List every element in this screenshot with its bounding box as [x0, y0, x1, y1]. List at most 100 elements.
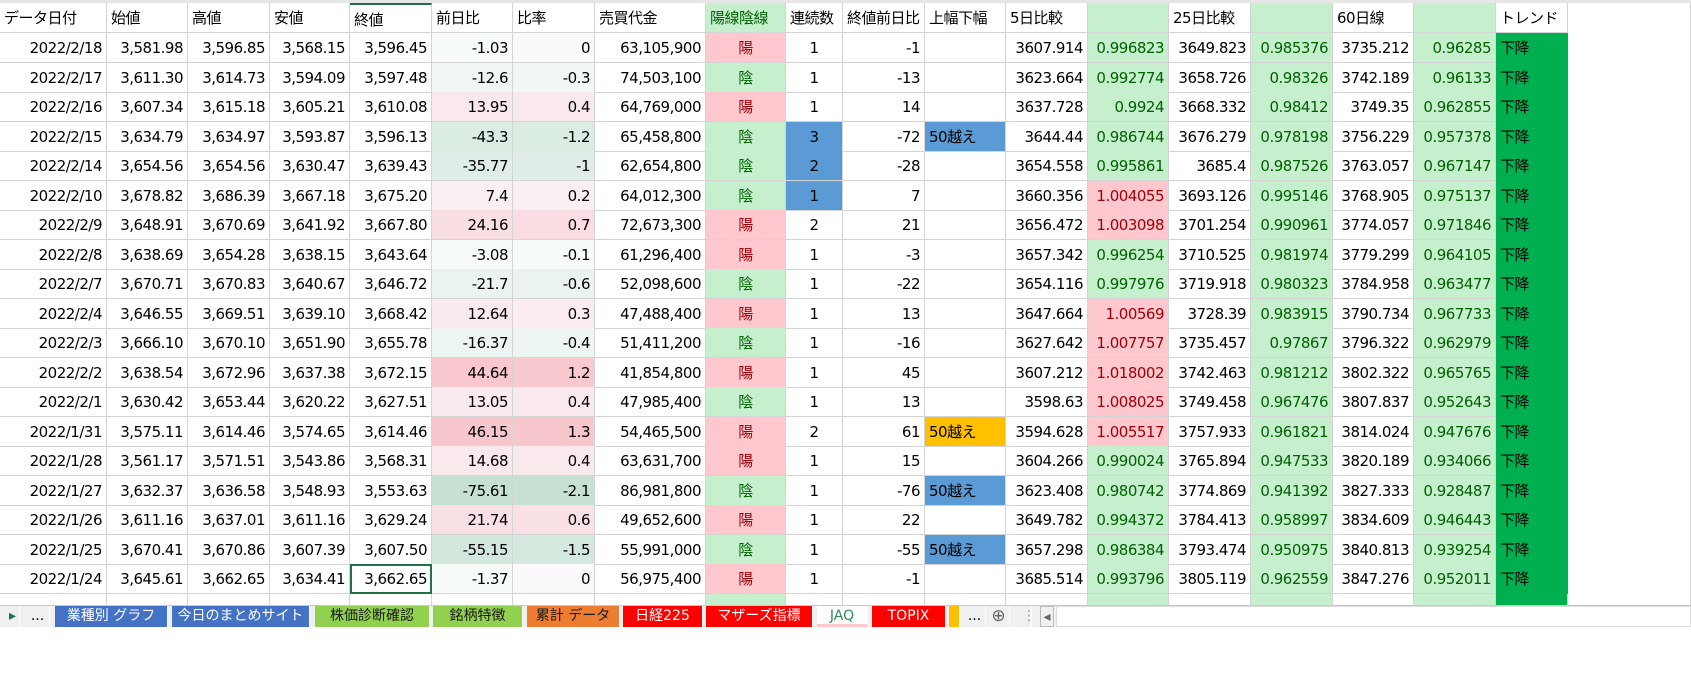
cell-close-change[interactable]: 21 [843, 210, 925, 240]
cell-ma25-ratio[interactable]: 0.983915 [1251, 298, 1333, 329]
sheet-tab[interactable]: TOPIX [872, 606, 946, 627]
cell-date[interactable]: 2022/2/17 [0, 62, 107, 93]
cell-trend[interactable]: 下降 [1496, 62, 1568, 93]
cell-ma5-ratio[interactable]: 0.997976 [1088, 269, 1169, 299]
cell-range[interactable] [925, 298, 1006, 329]
cell-turnover[interactable]: 72,673,300 [595, 210, 706, 240]
cell-open[interactable]: 3,645.61 [107, 564, 188, 594]
cell-close[interactable]: 3,675.20 [350, 180, 432, 211]
cell-turnover[interactable]: 65,458,800 [595, 121, 706, 152]
cell-ratio[interactable]: 0.3 [513, 298, 595, 329]
cell-ma5[interactable]: 3656.472 [1006, 210, 1088, 240]
cell-turnover[interactable]: 86,981,800 [595, 475, 706, 506]
cell-ma25-ratio[interactable]: 0.990961 [1251, 210, 1333, 240]
cell-ma5-ratio[interactable]: 0.992774 [1088, 62, 1169, 93]
cell-turnover[interactable]: 62,654,800 [595, 151, 706, 181]
cell-ma5[interactable]: 3627.642 [1006, 328, 1088, 358]
cell-streak[interactable]: 1 [786, 475, 843, 506]
cell-open[interactable]: 3,648.91 [107, 210, 188, 240]
sheet-tab[interactable]: 銘柄特徴 [433, 606, 523, 627]
cell-ma60[interactable]: 3774.057 [1333, 210, 1414, 240]
cell-ma25-ratio[interactable]: 0.980323 [1251, 269, 1333, 299]
cell-date[interactable]: 2022/2/10 [0, 180, 107, 211]
cell-open[interactable]: 3,575.11 [107, 416, 188, 447]
cell-close-change[interactable]: -13 [843, 62, 925, 93]
cell-date[interactable]: 2022/2/8 [0, 239, 107, 270]
cell-ma60-ratio[interactable]: 0.965765 [1414, 357, 1496, 388]
cell-ma5-ratio[interactable]: 1.00569 [1088, 298, 1169, 329]
cell-ma60-ratio[interactable]: 0.975137 [1414, 180, 1496, 211]
cell-ma5[interactable]: 3647.664 [1006, 298, 1088, 329]
cell-ma25[interactable]: 3685.4 [1169, 151, 1251, 181]
cell-candle[interactable]: 陰 [706, 387, 786, 417]
cell-range[interactable] [925, 446, 1006, 476]
cell-candle[interactable]: 陽 [706, 33, 786, 63]
sheet-tab[interactable]: 株価診断確認 [315, 606, 430, 627]
cell-change[interactable]: 13.95 [432, 92, 513, 122]
cell-low[interactable] [270, 593, 350, 606]
cell-ma5-ratio[interactable]: 0.980742 [1088, 475, 1169, 506]
cell-ma25[interactable]: 3793.474 [1169, 534, 1251, 565]
cell-open[interactable]: 3,634.79 [107, 121, 188, 152]
cell-streak[interactable]: 1 [786, 298, 843, 329]
cell-high[interactable]: 3,571.51 [188, 446, 270, 476]
cell-streak[interactable]: 1 [786, 564, 843, 594]
cell-streak[interactable]: 2 [786, 416, 843, 447]
cell-ma25[interactable]: 3784.413 [1169, 505, 1251, 535]
cell-range[interactable]: 50越え [925, 475, 1006, 506]
cell-range[interactable] [925, 387, 1006, 417]
cell-trend[interactable]: 下降 [1496, 180, 1568, 211]
cell-ma60-ratio[interactable] [1414, 593, 1496, 606]
cell-open[interactable]: 3,670.41 [107, 534, 188, 565]
cell-ma60-ratio[interactable]: 0.957378 [1414, 121, 1496, 152]
column-header-change[interactable]: 前日比 [432, 3, 513, 33]
cell-high[interactable]: 3,670.83 [188, 269, 270, 299]
cell-date[interactable]: 2022/1/26 [0, 505, 107, 535]
column-header-high[interactable]: 高値 [188, 3, 270, 33]
cell-high[interactable]: 3,686.39 [188, 180, 270, 211]
cell-ma5[interactable]: 3604.266 [1006, 446, 1088, 476]
cell-open[interactable]: 3,670.71 [107, 269, 188, 299]
sheet-tab[interactable]: 業種別 グラフ [55, 606, 168, 627]
cell-candle[interactable]: 陽 [706, 505, 786, 535]
cell-turnover[interactable]: 52,098,600 [595, 269, 706, 299]
add-sheet-button[interactable]: ⊕ [988, 606, 1010, 627]
cell-range[interactable] [925, 505, 1006, 535]
cell-close[interactable]: 3,568.31 [350, 446, 432, 476]
cell-candle[interactable]: 陰 [706, 534, 786, 565]
cell-range[interactable] [925, 92, 1006, 122]
cell-change[interactable]: -16.37 [432, 328, 513, 358]
cell-low[interactable]: 3,611.16 [270, 505, 350, 535]
cell-streak[interactable]: 1 [786, 239, 843, 270]
cell-change[interactable]: 13.05 [432, 387, 513, 417]
cell-turnover[interactable]: 54,465,500 [595, 416, 706, 447]
cell-ma60[interactable]: 3827.333 [1333, 475, 1414, 506]
column-header-streak[interactable]: 連続数 [786, 3, 843, 33]
cell-low[interactable]: 3,638.15 [270, 239, 350, 270]
cell-close-change[interactable]: 14 [843, 92, 925, 122]
cell-low[interactable]: 3,641.92 [270, 210, 350, 240]
cell-open[interactable]: 3,611.30 [107, 62, 188, 93]
cell-open[interactable]: 3,654.56 [107, 151, 188, 181]
column-header-candle[interactable]: 陽線陰線 [706, 3, 786, 33]
cell-close-change[interactable]: -55 [843, 534, 925, 565]
scroll-left-button[interactable]: ◂ [1040, 606, 1054, 627]
cell-high[interactable]: 3,634.97 [188, 121, 270, 152]
cell-close-change[interactable] [843, 593, 925, 606]
cell-candle[interactable]: 陽 [706, 239, 786, 270]
cell-close[interactable]: 3,672.15 [350, 357, 432, 388]
column-header-ma60[interactable]: 60日線 [1333, 3, 1414, 33]
column-header-ma25-ratio[interactable] [1251, 3, 1333, 33]
cell-range[interactable] [925, 357, 1006, 388]
cell-ma25-ratio[interactable]: 0.978198 [1251, 121, 1333, 152]
cell-streak[interactable]: 1 [786, 269, 843, 299]
cell-ma25-ratio[interactable]: 0.995146 [1251, 180, 1333, 211]
cell-turnover[interactable]: 41,854,800 [595, 357, 706, 388]
cell-ma5-ratio[interactable] [1088, 593, 1169, 606]
cell-ma5-ratio[interactable]: 0.986744 [1088, 121, 1169, 152]
cell-close-change[interactable]: 7 [843, 180, 925, 211]
cell-low[interactable]: 3,640.67 [270, 269, 350, 299]
sheet-tab[interactable]: 累計 データ [527, 606, 620, 627]
cell-change[interactable]: 24.16 [432, 210, 513, 240]
cell-close-change[interactable]: -72 [843, 121, 925, 152]
